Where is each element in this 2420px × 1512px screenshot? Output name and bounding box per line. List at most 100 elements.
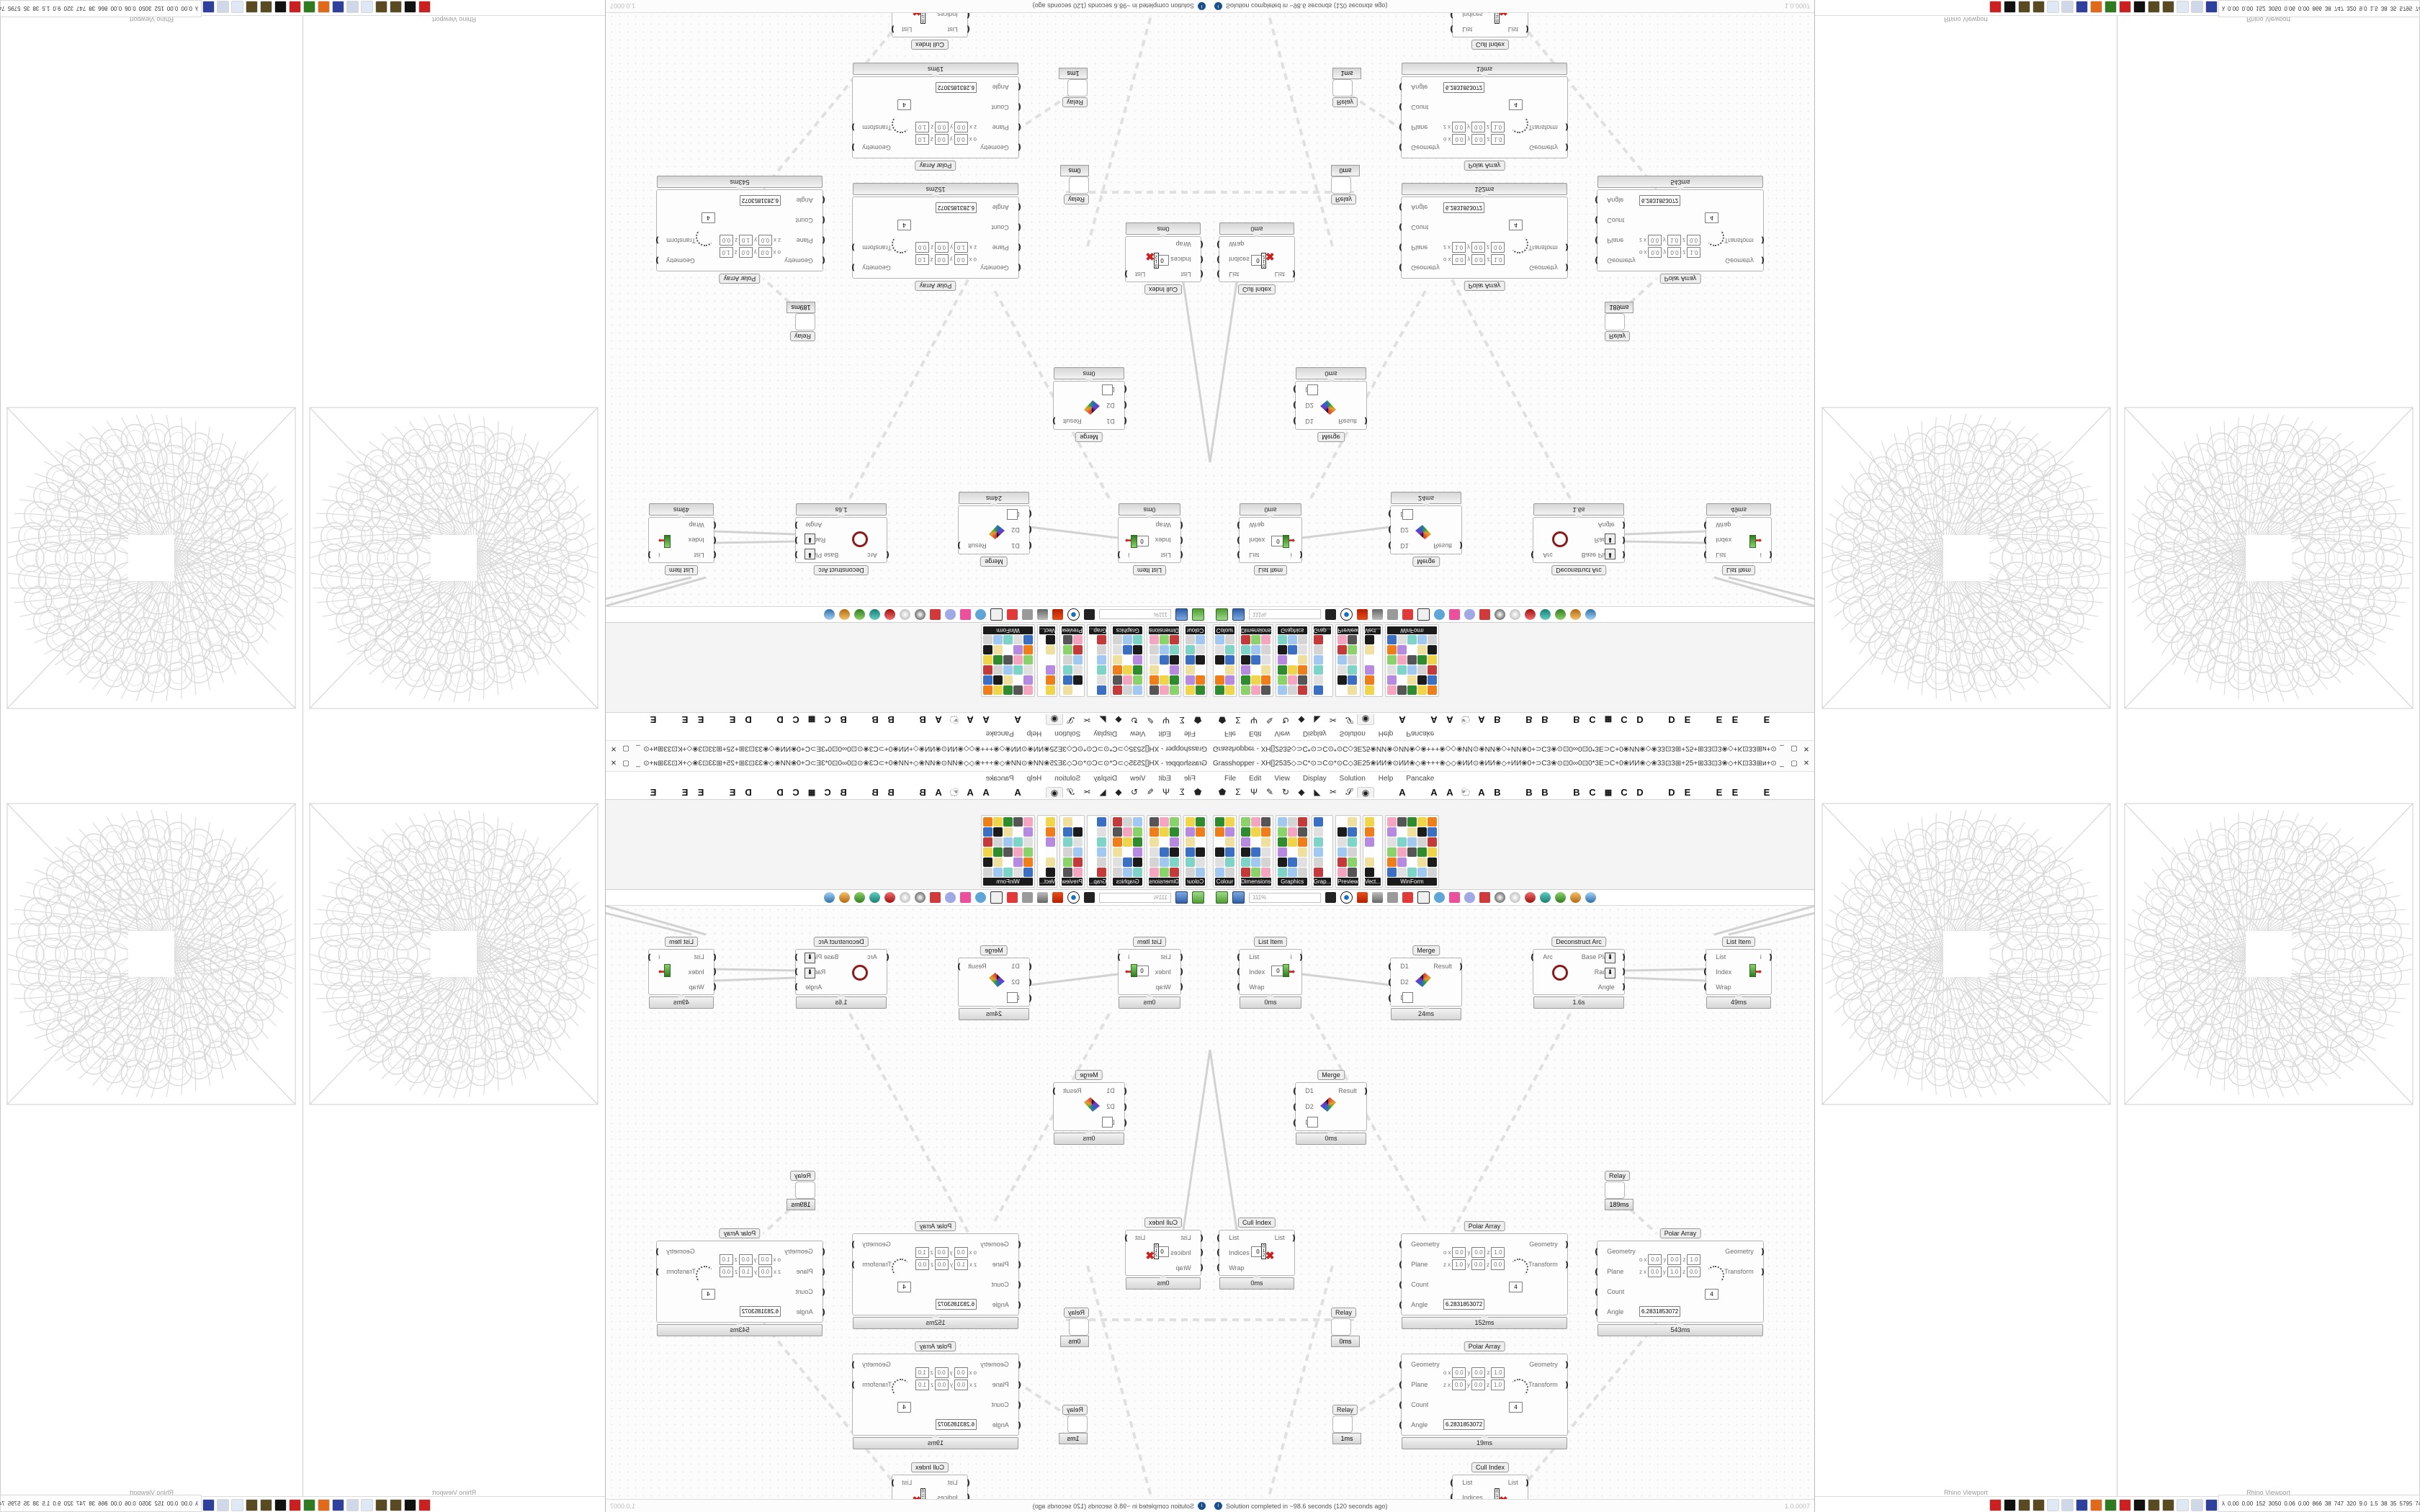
input-port[interactable]: ❪ — [1386, 962, 1394, 971]
plane-value-field[interactable]: 0.0 — [934, 134, 949, 145]
palette-component-icon[interactable] — [1225, 847, 1234, 857]
taskbar-firefox-icon[interactable] — [318, 1498, 331, 1511]
plane-vector-widget[interactable]: o x 0.0 y 0.0 z 1.0 z x 1.0 y 0.0 z 0.0 — [915, 1247, 977, 1272]
palette-component-icon[interactable] — [1297, 665, 1307, 675]
plane-value-field[interactable]: 1.0 — [915, 134, 929, 145]
palette-component-icon[interactable] — [1150, 827, 1159, 837]
taskbar-notepad-icon[interactable] — [2176, 1, 2189, 14]
taskbar-scroll-icon[interactable] — [346, 1498, 359, 1511]
taskbar-terminal-icon[interactable] — [303, 1498, 316, 1511]
output-port[interactable]: ❫ — [850, 122, 857, 132]
palette-component-icon[interactable] — [1013, 868, 1023, 877]
ribbon-letter-tab-12[interactable]: E — [729, 786, 736, 798]
component-palette[interactable]: Colour Dimensions Graphics Grap... Preview Ve… — [1210, 622, 1814, 712]
count-field[interactable]: 4 — [897, 1402, 911, 1413]
ribbon-tab-vector-icon[interactable]: ✎ — [1265, 787, 1274, 797]
palette-component-icon[interactable] — [1123, 837, 1133, 847]
ribbon-letter-tab-6[interactable]: B — [1541, 786, 1549, 798]
taskbar-walnut2-icon[interactable] — [217, 1, 230, 14]
zoom-input[interactable]: 111% — [1099, 892, 1171, 903]
palette-component-icon[interactable] — [1072, 645, 1083, 654]
palette-grid[interactable] — [983, 817, 1034, 877]
ribbon-tab-surface-icon[interactable]: ◆ — [1115, 715, 1122, 725]
profiler-icon[interactable] — [1387, 892, 1398, 903]
rhino-viewport-1[interactable]: Rhino Viewport Left ▼ — [1815, 0, 2118, 756]
palette-component-icon[interactable] — [1013, 847, 1023, 857]
palette-grid[interactable] — [1089, 635, 1107, 695]
gh-relay-relay-1[interactable]: Relay 189ms — [786, 302, 815, 343]
palette-group-graphics[interactable]: Graphics — [1275, 624, 1309, 697]
plane-value-field[interactable]: 0.0 — [935, 242, 949, 253]
taskbar-notepad-icon[interactable] — [2176, 1498, 2189, 1511]
sphere-preview-icon[interactable] — [915, 609, 926, 620]
palette-component-icon[interactable] — [1297, 817, 1307, 827]
node-name-tag[interactable]: Merge — [980, 945, 1008, 955]
ribbon-tab-mesh-icon[interactable]: ◣ — [1314, 715, 1321, 725]
palette-component-icon[interactable] — [1196, 685, 1205, 695]
arrow-down-icon[interactable]: ⬇ — [1605, 534, 1615, 544]
palette-component-icon[interactable] — [1251, 868, 1260, 877]
palette-component-icon[interactable] — [1123, 655, 1133, 665]
ribbon-letter-tab-5[interactable]: B — [887, 786, 895, 798]
palette-grid[interactable] — [1186, 817, 1205, 877]
output-port[interactable]: ❫ — [793, 953, 800, 962]
palette-component-icon[interactable] — [1186, 645, 1195, 654]
palette-component-icon[interactable] — [1251, 665, 1260, 675]
taskbar-walnut-icon[interactable] — [390, 1498, 403, 1511]
palette-component-icon[interactable] — [1427, 645, 1437, 654]
menu-item-solution[interactable]: Solution — [1054, 774, 1081, 783]
node-body[interactable]: ❪ Geometry Geometry ❫ ❪ Plane Transform ❫ ❪ Count… — [850, 1354, 1023, 1449]
palette-component-icon[interactable] — [1364, 847, 1374, 857]
ribbon-letter-tab-4[interactable]: B — [1494, 714, 1501, 726]
angle-field[interactable]: 6.2831853072 — [1443, 82, 1485, 93]
palette-grid[interactable] — [1386, 817, 1437, 877]
input-port[interactable]: ❪ — [1198, 1264, 1205, 1273]
taskbar-walnut-icon[interactable] — [390, 1, 403, 14]
plane-vector-widget[interactable]: o x 0.0 y 0.0 z 1.0 z x 0.0 y 1.0 z 0.0 — [719, 1254, 781, 1279]
palette-component-icon[interactable] — [1062, 655, 1072, 665]
ribbon-letter-tab-7[interactable]: B — [1573, 786, 1580, 798]
palette-component-icon[interactable] — [1225, 837, 1234, 847]
arrow-down-icon[interactable]: ⬇ — [1605, 549, 1615, 559]
input-port[interactable]: ❪ — [1529, 953, 1536, 962]
sphere-preview-icon[interactable] — [1494, 609, 1505, 620]
palette-component-icon[interactable] — [1397, 817, 1407, 827]
node-name-tag[interactable]: Deconstruct Arc — [814, 937, 869, 947]
palette-component-icon[interactable] — [1241, 665, 1250, 675]
input-port[interactable]: ❪ — [1178, 983, 1185, 992]
menu-item-display[interactable]: Display — [1302, 729, 1327, 738]
palette-component-icon[interactable] — [1123, 635, 1133, 644]
node-name-tag[interactable]: Cull Index — [1144, 284, 1183, 294]
palette-component-icon[interactable] — [993, 635, 1003, 644]
palette-component-icon[interactable] — [1407, 837, 1417, 847]
input-port[interactable]: ❪ — [964, 1478, 972, 1488]
palette-grid[interactable] — [1113, 817, 1143, 877]
palette-component-icon[interactable] — [1196, 675, 1205, 685]
palette-component-icon[interactable] — [1337, 847, 1348, 857]
taskbar-rhino-icon[interactable] — [1989, 1, 2002, 14]
node-body[interactable]: ❪ List i ❫ ❪ Index ❪ Wrap ➡ 49ms — [1702, 503, 1774, 563]
palette-grid[interactable] — [1215, 817, 1234, 877]
plane-value-field[interactable]: 0.0 — [954, 1367, 968, 1378]
window-controls[interactable]: _ ▢ ✕ — [609, 760, 643, 768]
palette-group-vect-[interactable]: Vect... — [1362, 624, 1383, 697]
palette-component-icon[interactable] — [1150, 858, 1159, 867]
palette-component-icon[interactable] — [1407, 645, 1417, 654]
palette-component-icon[interactable] — [1348, 837, 1358, 847]
palette-component-icon[interactable] — [1364, 675, 1374, 685]
gh-relay-relay-3[interactable]: Relay 1ms — [1332, 68, 1361, 109]
menu-item-edit[interactable]: Edit — [1249, 774, 1262, 783]
palette-component-icon[interactable] — [1097, 665, 1107, 675]
plane-value-field[interactable]: 1.0 — [915, 254, 929, 265]
palette-component-icon[interactable] — [1196, 827, 1205, 837]
gh-relay-relay-1[interactable]: Relay 189ms — [1605, 1169, 1634, 1210]
taskbar-terminal-icon[interactable] — [289, 1498, 302, 1511]
palette-component-icon[interactable] — [1133, 847, 1143, 857]
palette-component-icon[interactable] — [1348, 635, 1358, 644]
menu-item-help[interactable]: Help — [1026, 729, 1042, 738]
palette-component-icon[interactable] — [1407, 817, 1417, 827]
palette-component-icon[interactable] — [1337, 635, 1348, 644]
palette-component-icon[interactable] — [983, 827, 993, 837]
